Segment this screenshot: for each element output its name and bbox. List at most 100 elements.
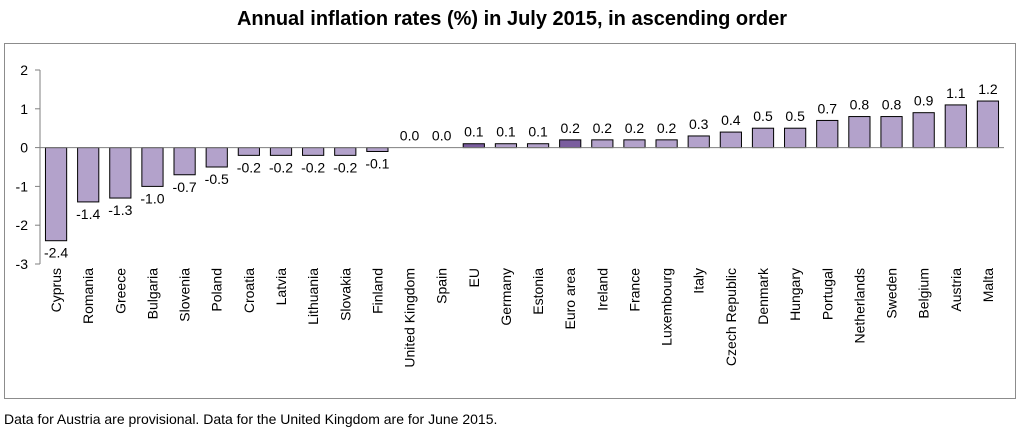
y-tick-label: -3 bbox=[16, 256, 29, 272]
category-label: Sweden bbox=[884, 268, 900, 319]
bar bbox=[655, 139, 678, 149]
category-label: Greece bbox=[112, 268, 128, 314]
bar bbox=[687, 135, 710, 149]
bar bbox=[591, 139, 614, 149]
bar bbox=[205, 147, 228, 168]
labels-layer: -3 -2 -1 0 1 2 -2.4 Cyprus -1.4 Romania -1.3 Greece… bbox=[16, 62, 998, 368]
bar bbox=[366, 147, 389, 152]
y-tick-label: -1 bbox=[16, 178, 29, 194]
data-label: 0.1 bbox=[464, 124, 484, 140]
bar bbox=[559, 139, 582, 149]
data-label: -0.5 bbox=[205, 171, 229, 187]
category-label: Slovakia bbox=[337, 268, 353, 321]
data-label: -1.4 bbox=[76, 206, 100, 222]
chart-frame bbox=[4, 43, 1016, 399]
data-label: 0.0 bbox=[400, 128, 420, 144]
category-label: Romania bbox=[80, 268, 96, 324]
category-label: Slovenia bbox=[177, 268, 193, 322]
bar bbox=[44, 147, 68, 242]
bar bbox=[526, 143, 550, 149]
category-label: Denmark bbox=[755, 267, 771, 325]
data-label: 0.3 bbox=[689, 116, 709, 132]
data-label: -0.2 bbox=[237, 159, 261, 175]
category-label: Finland bbox=[369, 268, 385, 314]
data-label: -1.0 bbox=[140, 190, 164, 206]
bar bbox=[494, 143, 518, 149]
data-label: 0.0 bbox=[432, 128, 452, 144]
data-label: -2.4 bbox=[44, 245, 68, 261]
category-label: Czech Republic bbox=[723, 268, 739, 366]
data-label: -0.7 bbox=[173, 179, 197, 195]
category-label: Luxembourg bbox=[659, 268, 675, 346]
category-label: Spain bbox=[434, 268, 450, 304]
bar bbox=[848, 116, 871, 149]
data-label: 0.5 bbox=[785, 108, 805, 124]
y-tick-label: 1 bbox=[20, 101, 28, 117]
y-tick-label: -2 bbox=[16, 217, 29, 233]
bar-chart: -3 -2 -1 0 1 2 -2.4 Cyprus -1.4 Romania -1.3 Greece… bbox=[16, 62, 1004, 368]
data-label: -0.2 bbox=[269, 159, 293, 175]
data-label: 0.4 bbox=[721, 112, 741, 128]
data-label: 0.2 bbox=[625, 120, 645, 136]
category-label: Malta bbox=[980, 268, 996, 302]
data-label: 0.8 bbox=[882, 97, 902, 113]
data-label: 0.8 bbox=[850, 97, 870, 113]
footnote: Data for Austria are provisional. Data f… bbox=[4, 411, 498, 427]
bar bbox=[976, 100, 1000, 149]
category-label: Ireland bbox=[594, 268, 610, 311]
data-label: 0.7 bbox=[818, 100, 838, 116]
chart-title: Annual inflation rates (%) in July 2015,… bbox=[236, 8, 788, 30]
category-label: Bulgaria bbox=[144, 268, 160, 320]
category-label: Estonia bbox=[530, 268, 546, 315]
data-label: -0.2 bbox=[333, 159, 357, 175]
data-label: 0.1 bbox=[528, 124, 548, 140]
bar bbox=[880, 116, 903, 149]
bar bbox=[816, 119, 839, 149]
category-label: Germany bbox=[498, 268, 514, 326]
category-label: Portugal bbox=[819, 268, 835, 320]
bar bbox=[944, 104, 967, 149]
data-label: 0.1 bbox=[496, 124, 516, 140]
data-label: -0.2 bbox=[301, 159, 325, 175]
category-label: France bbox=[626, 268, 642, 312]
category-label: United Kingdom bbox=[402, 268, 418, 368]
category-label: Cyprus bbox=[48, 268, 64, 312]
axis-layer bbox=[35, 69, 1004, 265]
bar bbox=[623, 139, 646, 149]
bars-layer bbox=[44, 100, 1000, 242]
bar bbox=[109, 147, 132, 199]
data-label: 0.2 bbox=[560, 120, 580, 136]
bar bbox=[141, 147, 164, 187]
data-label: 1.1 bbox=[946, 85, 966, 101]
bar bbox=[462, 143, 485, 149]
bar bbox=[719, 131, 742, 149]
category-label: Latvia bbox=[273, 268, 289, 306]
data-label: 0.5 bbox=[753, 108, 773, 124]
category-label: Lithuania bbox=[305, 268, 321, 325]
y-tick-label: 2 bbox=[20, 62, 28, 78]
category-label: Croatia bbox=[241, 268, 257, 313]
bar bbox=[912, 112, 935, 149]
bar bbox=[269, 147, 293, 156]
data-label: 0.2 bbox=[657, 120, 677, 136]
bar bbox=[302, 147, 325, 156]
category-label: Belgium bbox=[916, 268, 932, 319]
data-label: -1.3 bbox=[108, 202, 132, 218]
bar bbox=[784, 127, 807, 149]
category-label: Netherlands bbox=[851, 268, 867, 344]
data-label: -0.1 bbox=[365, 155, 389, 171]
y-tick-label: 0 bbox=[20, 140, 28, 156]
bar bbox=[237, 147, 260, 156]
data-label: 0.2 bbox=[593, 120, 613, 136]
bar bbox=[173, 147, 196, 176]
data-label: 0.9 bbox=[914, 93, 934, 109]
category-label: Poland bbox=[209, 268, 225, 312]
data-label: 1.2 bbox=[978, 81, 998, 97]
category-label: Austria bbox=[948, 268, 964, 312]
bar bbox=[77, 147, 100, 203]
bar bbox=[334, 147, 357, 156]
bar bbox=[751, 127, 775, 149]
category-label: Hungary bbox=[787, 268, 803, 321]
category-label: Italy bbox=[691, 268, 707, 294]
category-label: Euro area bbox=[562, 268, 578, 330]
